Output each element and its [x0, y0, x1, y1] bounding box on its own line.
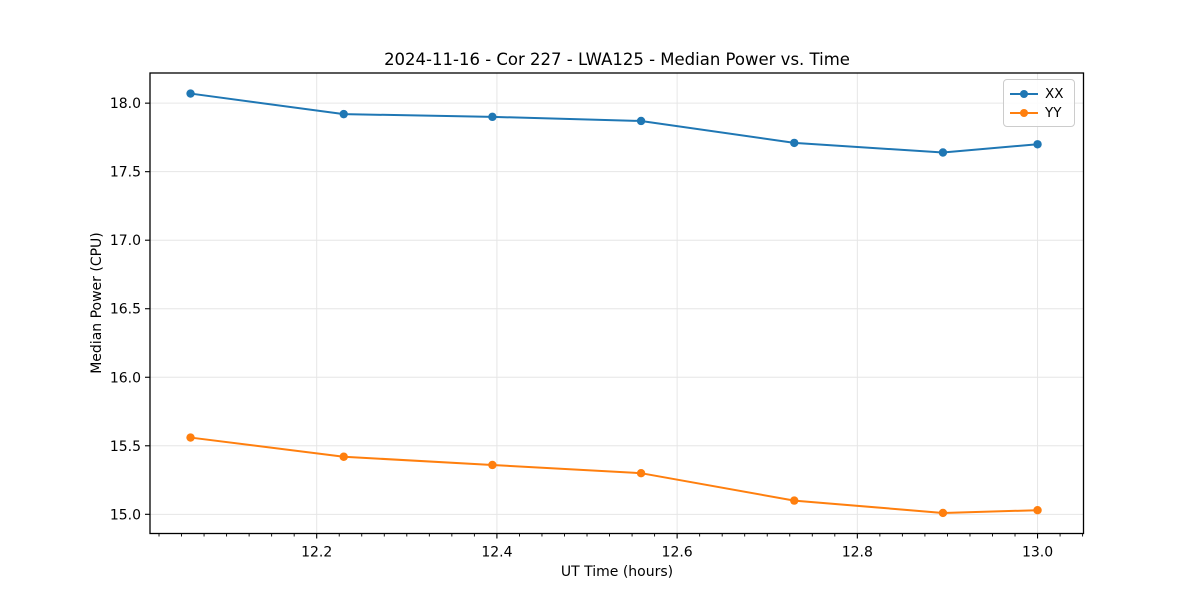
y-tick-label: 16.0 — [110, 370, 141, 386]
data-point-yy — [938, 508, 948, 518]
data-point-yy — [186, 433, 195, 442]
data-point-xx — [186, 89, 195, 98]
plot-border — [149, 72, 1085, 535]
legend: XX YY — [1003, 79, 1075, 127]
series-line-yy — [190, 436, 1038, 514]
x-tick-label: 12.2 — [301, 545, 332, 561]
legend-label: XX — [1045, 85, 1064, 102]
data-point-yy — [1033, 506, 1042, 515]
x-tick-label: 12.8 — [842, 545, 873, 561]
x-tick-label: 12.4 — [481, 545, 512, 561]
legend-line-marker-icon — [1010, 89, 1038, 99]
x-tick-label: 13.0 — [1022, 545, 1053, 561]
data-point-yy — [790, 496, 799, 505]
data-point-yy — [339, 452, 348, 461]
legend-line-marker-icon — [1010, 108, 1038, 118]
y-tick-label: 16.5 — [110, 302, 141, 318]
legend-label: YY — [1045, 104, 1062, 121]
x-tick-label: 12.6 — [662, 545, 693, 561]
x-axis-label: UT Time (hours) — [560, 564, 674, 580]
y-tick-label: 17.0 — [110, 233, 141, 249]
data-point-xx — [339, 109, 348, 119]
data-point-xx — [488, 112, 497, 122]
legend-item-xx: XX — [1010, 84, 1068, 103]
data-point-yy — [488, 460, 497, 470]
data-point-xx — [938, 148, 948, 157]
chart-title: 2024-11-16 - Cor 227 - LWA125 - Median P… — [384, 50, 850, 69]
y-tick-label: 17.5 — [110, 165, 141, 181]
data-point-xx — [636, 116, 646, 126]
y-tick-label: 18.0 — [110, 96, 141, 112]
data-point-xx — [790, 138, 799, 148]
y-tick-label: 15.5 — [110, 439, 141, 455]
data-point-xx — [1033, 140, 1042, 149]
data-point-yy — [636, 468, 646, 478]
series-line-xx — [190, 92, 1038, 154]
y-axis-label: Median Power (CPU) — [89, 232, 105, 374]
legend-item-yy: YY — [1010, 103, 1068, 122]
y-tick-label: 15.0 — [110, 507, 141, 523]
